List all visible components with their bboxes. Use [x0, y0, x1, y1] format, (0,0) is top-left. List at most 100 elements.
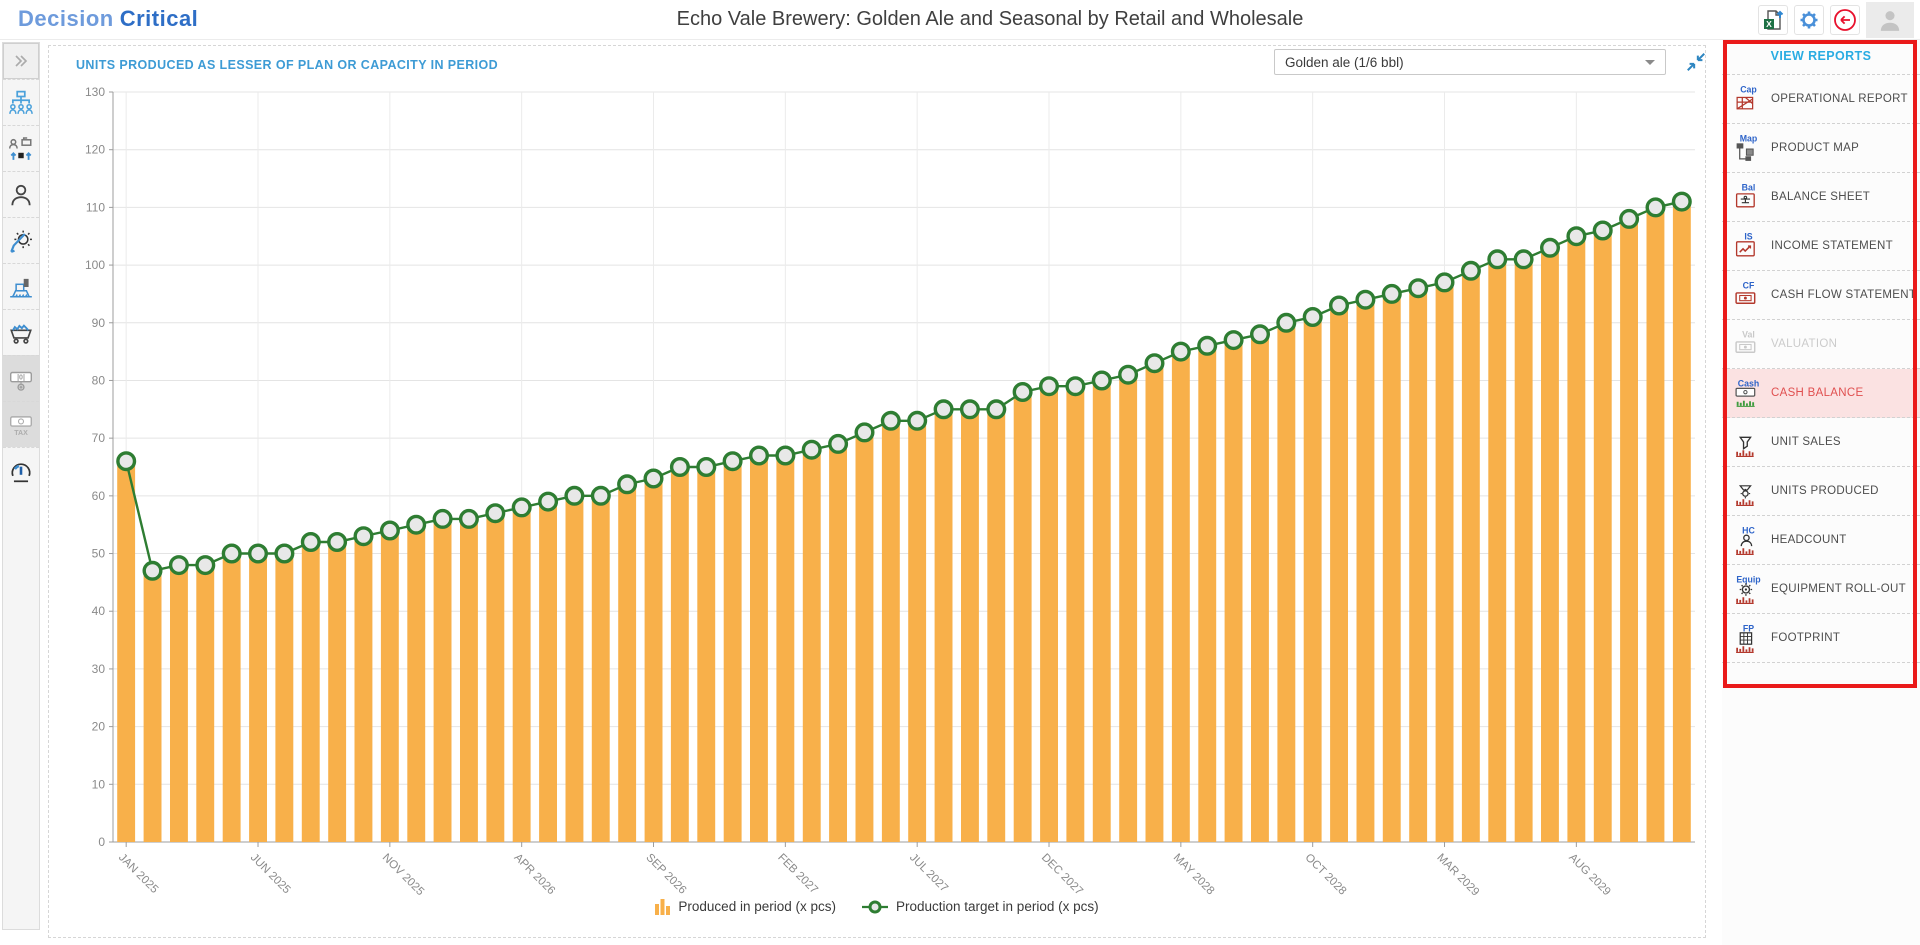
svg-text:SEP 2026: SEP 2026 [643, 852, 688, 896]
settings-button[interactable] [1794, 5, 1824, 35]
svg-text:FEB 2027: FEB 2027 [775, 852, 820, 896]
svg-text:100: 100 [85, 258, 105, 272]
nodes-icon: Map [1736, 133, 1758, 161]
user-avatar[interactable] [1866, 2, 1914, 38]
sidebar-item-person[interactable] [3, 171, 39, 217]
top-bar: Decision Critical Echo Vale Brewery: Gold… [0, 0, 1920, 40]
svg-text:30: 30 [92, 662, 106, 676]
product-dropdown[interactable]: Golden ale (1/6 bbl) [1274, 49, 1666, 75]
sidebar-item-resources[interactable] [3, 125, 39, 171]
sidebar-item-brew-cart[interactable] [3, 309, 39, 355]
report-item-label: BALANCE SHEET [1771, 191, 1871, 203]
report-item-income-statement[interactable]: IS INCOME STATEMENT [1722, 222, 1920, 271]
collapse-icon [1687, 53, 1705, 71]
legend-target[interactable]: Production target in period (x pcs) [861, 899, 1099, 915]
back-arrow-icon [1834, 9, 1856, 31]
svg-text:AUG 2029: AUG 2029 [1566, 852, 1612, 896]
report-item-label: FOOTPRINT [1771, 632, 1841, 644]
report-item-cash-flow-statement[interactable]: CF CASH FLOW STATEMENT [1722, 271, 1920, 320]
green-note-icon: CF [1735, 280, 1756, 304]
legend-produced[interactable]: Produced in period (x pcs) [655, 898, 836, 915]
report-item-label: UNITS PRODUCED [1771, 485, 1879, 497]
excel-export-button[interactable]: X [1758, 5, 1788, 35]
back-button[interactable] [1830, 5, 1860, 35]
report-item-headcount[interactable]: HC HEADCOUNT [1722, 516, 1920, 565]
left-sidebar: |0| TAX [2, 42, 40, 930]
report-item-label: CASH BALANCE [1771, 387, 1864, 399]
view-reports-title: VIEW REPORTS [1722, 38, 1920, 75]
gear-icon [1800, 11, 1818, 29]
gearfunnel-bars-icon [1736, 484, 1754, 506]
sidebar-item-org-chart[interactable] [3, 79, 39, 125]
svg-text:APR 2026: APR 2026 [512, 852, 558, 896]
chevron-double-right-icon [15, 55, 28, 67]
report-item-operational-report[interactable]: Cap OPERATIONAL REPORT [1722, 75, 1920, 124]
report-item-label: INCOME STATEMENT [1771, 240, 1893, 252]
report-item-label: VALUATION [1771, 338, 1838, 350]
gauge-icon [11, 462, 31, 482]
units-produced-chart: 0 10 20 30 40 50 60 70 80 90 100 110 120 130 JAN 2025 J… [53, 84, 1703, 899]
product-dropdown-value: Golden ale (1/6 bbl) [1285, 54, 1404, 70]
svg-text:JUN 2025: JUN 2025 [248, 852, 293, 896]
svg-text:HC: HC [1742, 525, 1755, 535]
report-item-label: UNIT SALES [1771, 436, 1841, 448]
svg-text:JAN 2025: JAN 2025 [116, 852, 160, 896]
svg-text:TAX: TAX [14, 429, 28, 436]
report-item-label: EQUIPMENT ROLL-OUT [1771, 583, 1906, 595]
app-logo: Decision Critical [18, 6, 198, 32]
bar-series-icon [655, 899, 671, 915]
svg-text:Bal: Bal [1742, 182, 1756, 192]
report-item-cash-balance[interactable]: Cash CASH BALANCE [1722, 369, 1920, 418]
svg-text:Cash: Cash [1738, 378, 1759, 388]
bar-series [117, 201, 1691, 843]
svg-text:120: 120 [85, 143, 105, 157]
chevron-down-icon [1645, 59, 1655, 65]
banknote-plus-icon: |0| [10, 371, 32, 391]
person-icon [11, 184, 31, 205]
sidebar-item-banknote-plus[interactable]: |0| [3, 355, 39, 401]
expand-sidebar-button[interactable] [3, 43, 39, 79]
sidebar-item-gauge[interactable] [3, 447, 39, 493]
user-icon [1880, 11, 1900, 31]
svg-text:DEC 2027: DEC 2027 [1039, 852, 1085, 896]
report-item-units-produced[interactable]: UNITS PRODUCED [1722, 467, 1920, 516]
svg-text:Map: Map [1740, 133, 1758, 143]
svg-text:MAR 2029: MAR 2029 [1434, 852, 1481, 896]
report-item-balance-sheet[interactable]: Bal BALANCE SHEET [1722, 173, 1920, 222]
chart-legend: Produced in period (x pcs) Production ta… [49, 898, 1705, 915]
report-item-label: CASH FLOW STATEMENT [1771, 289, 1917, 301]
report-item-product-map[interactable]: Map PRODUCT MAP [1722, 124, 1920, 173]
sidebar-item-banknote-tax[interactable]: TAX [3, 401, 39, 447]
gray-note-icon: Val [1735, 329, 1756, 353]
equipment-icon [10, 278, 32, 298]
svg-text:IS: IS [1744, 231, 1752, 241]
red-table-icon: Cap [1736, 84, 1757, 109]
sidebar-item-equipment[interactable] [3, 263, 39, 309]
svg-text:MAY 2028: MAY 2028 [1171, 852, 1217, 896]
legend-produced-label: Produced in period (x pcs) [678, 899, 836, 914]
logo-part1: Decision [18, 6, 114, 31]
cash-bars-icon: Cash [1735, 378, 1759, 407]
svg-text:20: 20 [92, 720, 106, 734]
collapse-chart-button[interactable] [1683, 50, 1709, 74]
report-item-valuation[interactable]: Val VALUATION [1722, 320, 1920, 369]
report-item-equipment-roll-out[interactable]: Equip EQUIPMENT ROLL-OUT [1722, 565, 1920, 614]
svg-text:Cap: Cap [1740, 84, 1757, 94]
green-table-icon: Bal [1735, 182, 1756, 207]
svg-text:110: 110 [86, 200, 105, 214]
report-item-unit-sales[interactable]: UNIT SALES [1722, 418, 1920, 467]
svg-text:|0|: |0| [17, 374, 25, 381]
green-chart-icon: IS [1735, 231, 1755, 256]
report-item-footprint[interactable]: FP FOOTPRINT [1722, 614, 1920, 663]
svg-text:Equip: Equip [1736, 574, 1760, 584]
sidebar-item-gear-pen[interactable] [3, 217, 39, 263]
chart-title: UNITS PRODUCED AS LESSER OF PLAN OR CAPA… [76, 58, 499, 72]
excel-export-icon: X [1764, 10, 1784, 30]
svg-text:40: 40 [92, 604, 106, 618]
funnel-bars-icon [1736, 436, 1754, 457]
svg-text:NOV 2025: NOV 2025 [380, 852, 426, 896]
logo-part2: Critical [119, 6, 199, 31]
svg-text:90: 90 [92, 316, 106, 330]
svg-text:0: 0 [98, 835, 105, 849]
line-series-icon [861, 900, 888, 913]
